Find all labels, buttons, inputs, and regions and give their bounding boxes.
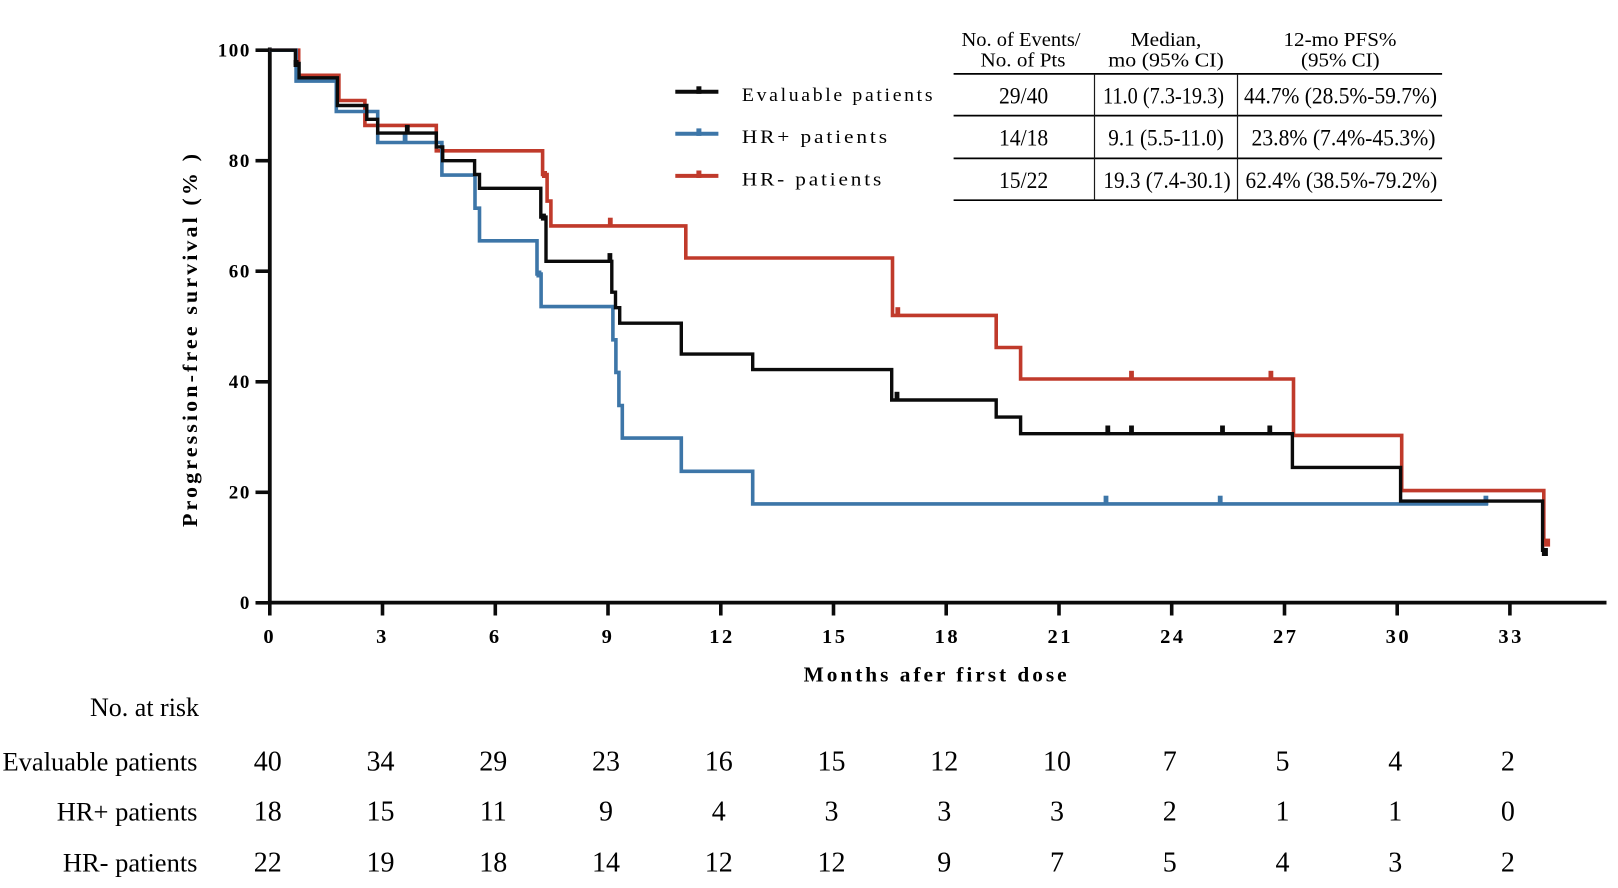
svg-text:12: 12 bbox=[705, 848, 733, 879]
svg-text:0: 0 bbox=[1501, 797, 1515, 828]
svg-text:1: 1 bbox=[1388, 797, 1402, 828]
svg-text:40: 40 bbox=[254, 747, 282, 778]
svg-text:HR- patients: HR- patients bbox=[742, 169, 884, 190]
svg-text:Months afer first dose: Months afer first dose bbox=[804, 663, 1070, 687]
svg-text:Median,: Median, bbox=[1131, 29, 1202, 51]
svg-text:27: 27 bbox=[1273, 626, 1299, 648]
svg-text:0: 0 bbox=[240, 593, 251, 614]
svg-text:12: 12 bbox=[818, 848, 846, 879]
svg-text:11.0 (7.3-19.3): 11.0 (7.3-19.3) bbox=[1103, 83, 1224, 108]
svg-text:29/40: 29/40 bbox=[999, 83, 1048, 108]
svg-text:23.8% (7.4%-45.3%): 23.8% (7.4%-45.3%) bbox=[1252, 126, 1436, 151]
svg-text:18: 18 bbox=[479, 848, 507, 879]
svg-text:16: 16 bbox=[705, 747, 733, 778]
svg-text:15/22: 15/22 bbox=[999, 168, 1048, 193]
svg-text:4: 4 bbox=[712, 797, 726, 828]
svg-text:19: 19 bbox=[367, 848, 395, 879]
svg-text:3: 3 bbox=[1050, 797, 1064, 828]
svg-text:22: 22 bbox=[254, 848, 282, 879]
svg-text:7: 7 bbox=[1050, 848, 1064, 879]
svg-text:10: 10 bbox=[1043, 747, 1071, 778]
svg-text:15: 15 bbox=[822, 626, 848, 648]
svg-text:15: 15 bbox=[818, 747, 846, 778]
svg-text:18: 18 bbox=[935, 626, 961, 648]
svg-text:6: 6 bbox=[489, 626, 502, 648]
svg-text:19.3 (7.4-30.1): 19.3 (7.4-30.1) bbox=[1103, 168, 1230, 193]
svg-text:0: 0 bbox=[263, 626, 276, 648]
svg-text:15: 15 bbox=[367, 797, 395, 828]
svg-text:Evaluable patients: Evaluable patients bbox=[742, 85, 935, 106]
svg-text:40: 40 bbox=[229, 372, 251, 393]
svg-text:14/18: 14/18 bbox=[999, 126, 1048, 151]
svg-text:3: 3 bbox=[1388, 848, 1402, 879]
svg-text:5: 5 bbox=[1163, 848, 1177, 879]
svg-text:23: 23 bbox=[592, 747, 620, 778]
svg-text:2: 2 bbox=[1501, 848, 1515, 879]
svg-text:2: 2 bbox=[1163, 797, 1177, 828]
svg-text:24: 24 bbox=[1160, 626, 1186, 648]
svg-text:33: 33 bbox=[1498, 626, 1524, 648]
svg-text:29: 29 bbox=[479, 747, 507, 778]
svg-text:20: 20 bbox=[229, 483, 251, 504]
svg-text:7: 7 bbox=[1163, 747, 1177, 778]
svg-text:100: 100 bbox=[218, 41, 251, 62]
svg-text:9: 9 bbox=[599, 797, 613, 828]
svg-text:3: 3 bbox=[376, 626, 389, 648]
svg-text:4: 4 bbox=[1276, 848, 1290, 879]
svg-text:Progression-free survival (% ): Progression-free survival (% ) bbox=[178, 151, 202, 527]
svg-text:HR+ patients: HR+ patients bbox=[57, 797, 198, 827]
svg-text:12-mo PFS%: 12-mo PFS% bbox=[1284, 29, 1397, 51]
svg-text:14: 14 bbox=[592, 848, 620, 879]
svg-text:12: 12 bbox=[709, 626, 735, 648]
svg-text:mo (95% CI): mo (95% CI) bbox=[1108, 50, 1224, 72]
svg-text:18: 18 bbox=[254, 797, 282, 828]
svg-text:No. of Events/: No. of Events/ bbox=[962, 29, 1081, 51]
svg-text:21: 21 bbox=[1047, 626, 1073, 648]
svg-text:80: 80 bbox=[229, 151, 251, 172]
svg-text:9: 9 bbox=[602, 626, 615, 648]
svg-text:44.7% (28.5%-59.7%): 44.7% (28.5%-59.7%) bbox=[1244, 83, 1437, 108]
svg-text:No. at risk: No. at risk bbox=[90, 693, 199, 722]
svg-text:Evaluable patients: Evaluable patients bbox=[3, 747, 198, 777]
svg-text:30: 30 bbox=[1386, 626, 1412, 648]
svg-text:9: 9 bbox=[937, 848, 951, 879]
svg-text:5: 5 bbox=[1276, 747, 1290, 778]
svg-text:3: 3 bbox=[825, 797, 839, 828]
svg-text:1: 1 bbox=[1276, 797, 1290, 828]
svg-text:9.1 (5.5-11.0): 9.1 (5.5-11.0) bbox=[1108, 126, 1224, 151]
svg-text:(95% CI): (95% CI) bbox=[1301, 50, 1380, 72]
svg-text:60: 60 bbox=[229, 262, 251, 283]
svg-text:HR+ patients: HR+ patients bbox=[742, 127, 890, 148]
svg-text:HR- patients: HR- patients bbox=[63, 848, 198, 878]
svg-text:12: 12 bbox=[930, 747, 958, 778]
svg-text:11: 11 bbox=[480, 797, 507, 828]
svg-text:62.4% (38.5%-79.2%): 62.4% (38.5%-79.2%) bbox=[1246, 168, 1438, 193]
svg-text:3: 3 bbox=[937, 797, 951, 828]
svg-text:No. of Pts: No. of Pts bbox=[981, 50, 1066, 72]
svg-text:4: 4 bbox=[1388, 747, 1402, 778]
svg-text:34: 34 bbox=[367, 747, 395, 778]
svg-text:2: 2 bbox=[1501, 747, 1515, 778]
